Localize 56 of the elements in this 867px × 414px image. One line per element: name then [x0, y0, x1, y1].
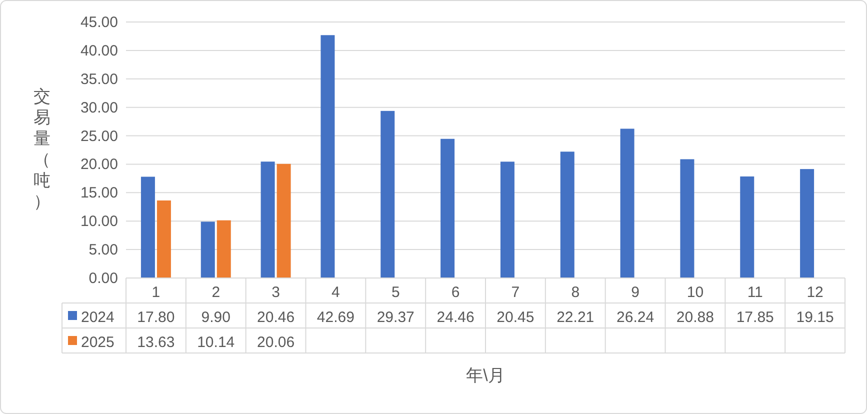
data-label: 17.85 [736, 309, 774, 326]
data-label: 17.80 [137, 309, 175, 326]
x-tick-label: 11 [747, 284, 763, 301]
x-tick-label: 3 [272, 284, 280, 301]
bar [620, 128, 634, 278]
y-tick-label: 45.00 [80, 14, 118, 31]
data-label: 20.45 [496, 309, 534, 326]
bar [260, 162, 275, 278]
bar [740, 176, 754, 278]
x-tick-label: 1 [152, 284, 160, 301]
y-tick-label: 0.00 [88, 270, 118, 287]
x-axis-title: 年\月 [466, 366, 505, 385]
bar [500, 162, 514, 278]
bar [140, 176, 155, 278]
data-label: 29.37 [376, 309, 414, 326]
bar [276, 164, 291, 278]
x-tick-label: 12 [806, 284, 824, 301]
x-tick-label: 9 [631, 284, 640, 301]
x-tick-label: 6 [451, 284, 460, 301]
data-label: 42.69 [316, 309, 354, 326]
bar [560, 152, 574, 278]
bar [440, 138, 455, 278]
y-tick-label: 30.00 [80, 99, 118, 116]
data-label: 20.06 [257, 334, 295, 351]
y-tick-label: 20.00 [80, 156, 118, 174]
bar [216, 220, 231, 278]
y-tick-label: 5.00 [88, 242, 118, 259]
data-label: 20.88 [676, 309, 714, 326]
bar [320, 35, 335, 278]
bar [800, 169, 814, 278]
bar [680, 159, 694, 278]
legend-label: 2025 [81, 334, 114, 351]
y-tick-label: 35.00 [80, 70, 118, 88]
y-axis-title: 交易量（吨） [34, 87, 50, 211]
y-tick-label: 10.00 [80, 213, 118, 230]
data-label: 9.90 [201, 309, 230, 326]
data-label: 19.15 [796, 309, 834, 326]
legend-label: 2024 [81, 309, 114, 326]
data-label: 22.21 [556, 309, 594, 326]
x-tick-label: 5 [391, 284, 400, 301]
y-tick-label: 25.00 [80, 128, 118, 145]
x-tick-label: 4 [332, 284, 340, 301]
x-tick-label: 8 [571, 284, 580, 301]
bar [156, 200, 171, 278]
x-tick-label: 7 [511, 284, 520, 301]
data-label: 20.46 [257, 309, 295, 326]
bar [200, 222, 215, 278]
data-label: 24.46 [436, 309, 474, 326]
bar [380, 110, 395, 278]
y-tick-label: 40.00 [80, 42, 118, 60]
data-label: 13.63 [137, 334, 175, 351]
x-tick-label: 2 [212, 284, 220, 301]
data-label: 26.24 [616, 309, 654, 326]
x-tick-label: 10 [686, 284, 704, 301]
data-label: 10.14 [197, 334, 235, 351]
y-tick-label: 15.00 [80, 184, 118, 202]
